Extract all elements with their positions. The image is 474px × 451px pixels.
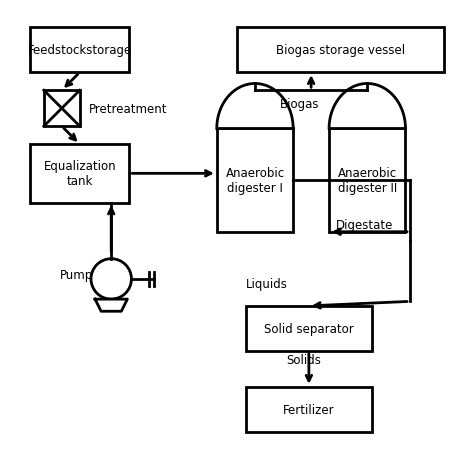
Text: Equalization
tank: Equalization tank — [44, 160, 116, 188]
Bar — [246, 387, 372, 432]
Text: Pretreatment: Pretreatment — [89, 102, 167, 115]
Bar — [217, 129, 293, 232]
Polygon shape — [329, 84, 405, 129]
Polygon shape — [95, 299, 128, 312]
Bar — [30, 145, 129, 203]
Text: Anaerobic
digester I: Anaerobic digester I — [226, 167, 284, 195]
Text: Biogas: Biogas — [280, 98, 319, 111]
Text: Anaerobic
digester II: Anaerobic digester II — [337, 167, 397, 195]
Text: Digestate: Digestate — [336, 219, 393, 232]
Text: Solid separator: Solid separator — [264, 322, 354, 335]
Bar — [246, 306, 372, 351]
Bar — [329, 129, 405, 232]
Text: Solids: Solids — [286, 354, 321, 367]
Text: Liquids: Liquids — [246, 277, 288, 290]
Polygon shape — [217, 84, 293, 129]
Circle shape — [91, 259, 131, 299]
Bar — [237, 28, 444, 73]
Text: Pump: Pump — [60, 268, 93, 281]
Bar — [30, 28, 129, 73]
Bar — [44, 91, 80, 127]
Text: Biogas storage vessel: Biogas storage vessel — [276, 44, 405, 57]
Text: Feedstockstorage: Feedstockstorage — [27, 44, 132, 57]
Text: Fertilizer: Fertilizer — [283, 403, 335, 416]
